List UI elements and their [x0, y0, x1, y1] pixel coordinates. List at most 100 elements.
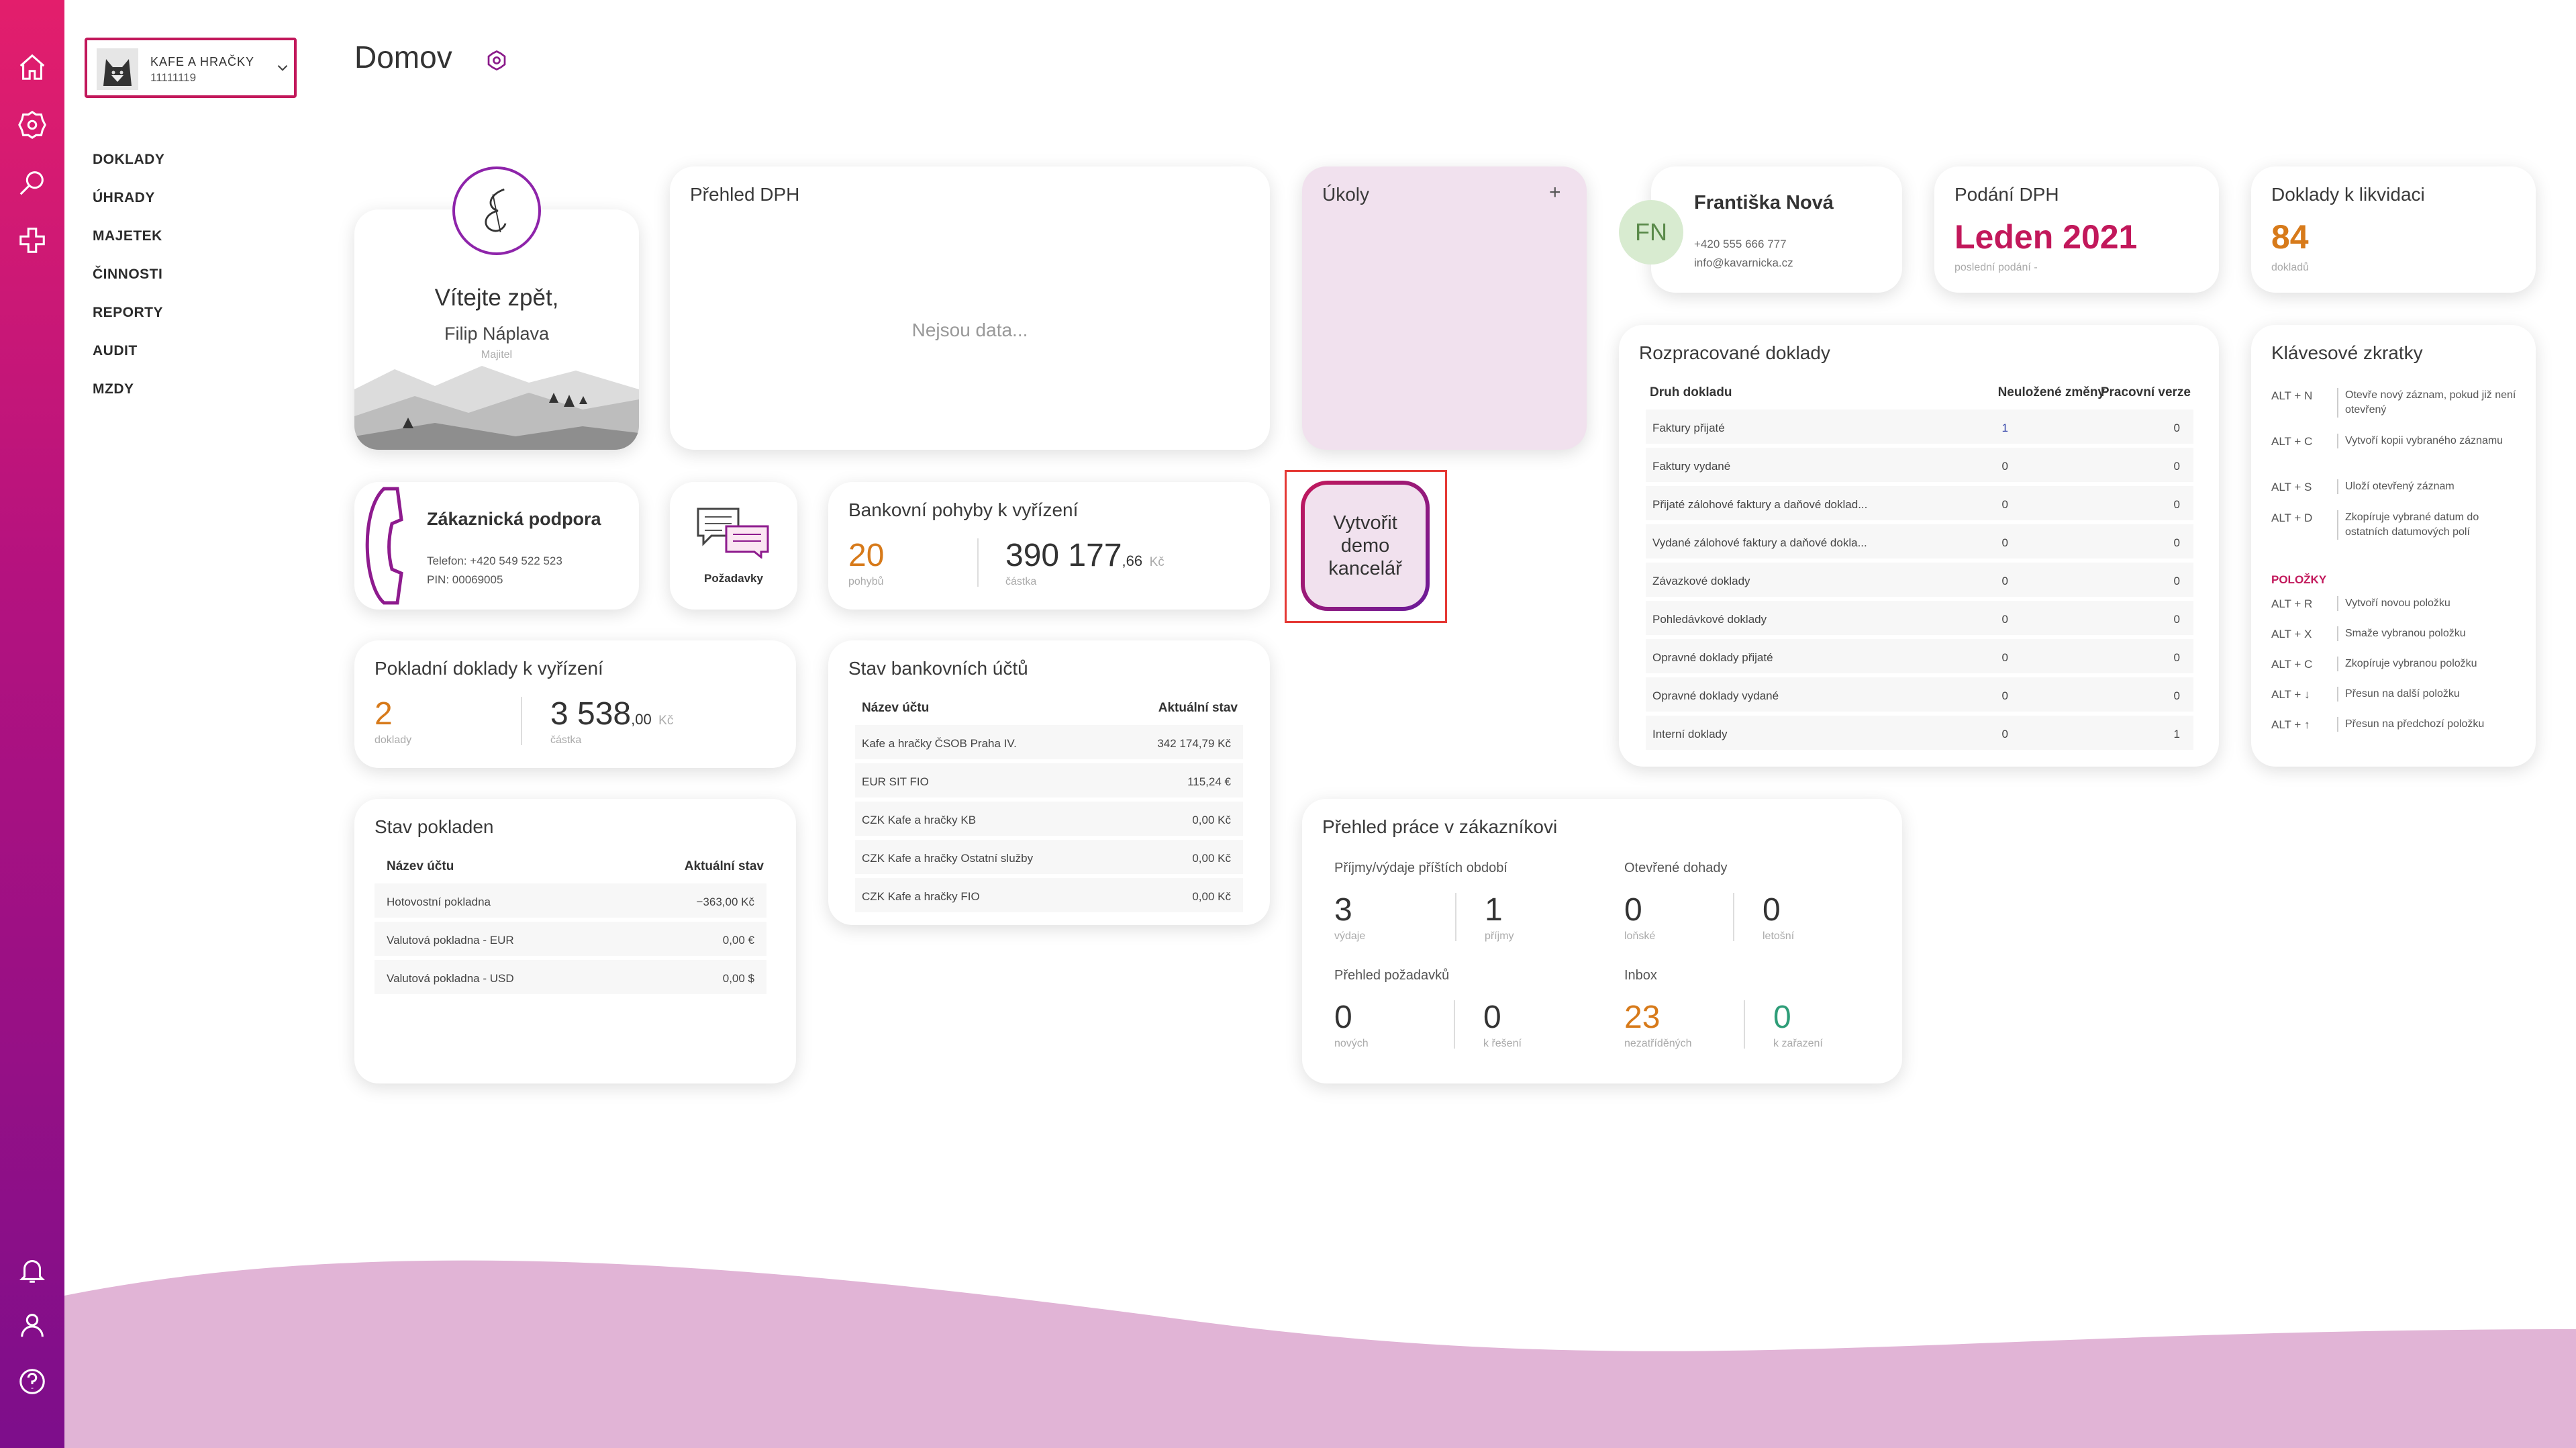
- contact-avatar: FN: [1619, 200, 1683, 264]
- in-progress-row[interactable]: Interní doklady 0 1: [1646, 716, 2193, 752]
- user-icon[interactable]: [16, 1309, 48, 1341]
- cash-docs-count: 2: [375, 696, 393, 732]
- cash-register-row[interactable]: Valutová pokladna - USD 0,00 $: [375, 960, 766, 996]
- cell: 0: [2001, 728, 2008, 740]
- plus-icon[interactable]: [16, 224, 48, 256]
- menu-item-audit[interactable]: AUDIT: [93, 343, 138, 358]
- in-progress-row[interactable]: Pohledávkové doklady 0 0: [1646, 601, 2193, 637]
- wo-g3-b-label: k řešení: [1483, 1038, 1522, 1049]
- menu-item-doklady[interactable]: DOKLADY: [93, 152, 165, 167]
- wo-g2-b-label: letošní: [1763, 930, 1795, 942]
- background-wave: [64, 1260, 2576, 1448]
- cell: 0,00 Kč: [1192, 890, 1231, 903]
- cell: 115,24 €: [1187, 775, 1231, 788]
- cell: Vydané zálohové faktury a daňové dokla..…: [1652, 536, 1867, 549]
- in-progress-row[interactable]: Opravné doklady vydané 0 0: [1646, 677, 2193, 714]
- tasks-title: Úkoly: [1322, 184, 1370, 205]
- shortcut-key: ALT + S: [2271, 481, 2312, 493]
- cell: 0: [2001, 498, 2008, 511]
- shortcuts-section-items: POLOŽKY: [2271, 573, 2327, 586]
- work-overview-title: Přehled práce v zákazníkovi: [1322, 816, 1558, 837]
- menu-item-reporty[interactable]: REPORTY: [93, 305, 164, 320]
- shortcut-key: ALT + ↑: [2271, 718, 2310, 731]
- cash-register-row[interactable]: Hotovostní pokladna −363,00 Kč: [375, 883, 766, 920]
- liquidation-value: 84: [2271, 218, 2309, 256]
- shortcut-description: Vytvoří novou položku: [2337, 596, 2518, 611]
- dph-filing-value: Leden 2021: [1954, 218, 2138, 256]
- in-progress-row[interactable]: Faktury vydané 0 0: [1646, 448, 2193, 484]
- wo-g1-title: Příjmy/výdaje příštích období: [1334, 861, 1507, 875]
- wo-g3-a: 0: [1334, 1000, 1352, 1035]
- bank-account-row[interactable]: CZK Kafe a hračky KB 0,00 Kč: [855, 802, 1243, 838]
- bank-account-row[interactable]: EUR SIT FIO 115,24 €: [855, 763, 1243, 800]
- ba-header-balance: Aktuální stav: [1158, 701, 1238, 715]
- shortcut-key: ALT + C: [2271, 435, 2313, 448]
- bank-moves-amount: 390 177,66 Kč: [1005, 538, 1165, 573]
- shortcut-description: Přesun na předchozí položku: [2337, 717, 2518, 732]
- shortcut-key: ALT + X: [2271, 628, 2312, 640]
- menu-item-uhrady[interactable]: ÚHRADY: [93, 190, 155, 205]
- cell: Faktury přijaté: [1652, 422, 1725, 434]
- cell: 0: [2001, 613, 2008, 626]
- cell: 0: [2173, 460, 2180, 473]
- shortcut-key: ALT + C: [2271, 658, 2313, 671]
- cell: CZK Kafe a hračky Ostatní služby: [862, 852, 1034, 865]
- cell: Pohledávkové doklady: [1652, 613, 1767, 626]
- wo-g4-title: Inbox: [1624, 968, 1657, 983]
- search-icon[interactable]: [16, 166, 48, 199]
- in-progress-row[interactable]: Opravné doklady přijaté 0 0: [1646, 639, 2193, 675]
- in-progress-row[interactable]: Vydané zálohové faktury a daňové dokla..…: [1646, 524, 2193, 561]
- bank-accounts-card: Stav bankovních účtů Název účtu Aktuální…: [828, 640, 1270, 925]
- in-progress-row[interactable]: Faktury přijaté 1 0: [1646, 409, 2193, 446]
- cash-state-card: Stav pokladen Název účtu Aktuální stav H…: [354, 799, 796, 1083]
- wo-g4-b-label: k zařazení: [1773, 1038, 1823, 1049]
- signature-avatar: [452, 166, 541, 255]
- cell: 0: [2173, 689, 2180, 702]
- bank-moves-card: Bankovní pohyby k vyřízení 20 pohybů 390…: [828, 482, 1270, 610]
- cell: 342 174,79 Kč: [1157, 737, 1231, 750]
- company-selector[interactable]: KAFE A HRAČKY 11111119: [85, 38, 297, 98]
- support-title: Zákaznická podpora: [427, 509, 601, 529]
- home-icon[interactable]: [16, 51, 48, 83]
- dashboard-settings-icon[interactable]: [485, 48, 509, 73]
- cell: Valutová pokladna - USD: [387, 972, 514, 985]
- menu-item-cinnosti[interactable]: ČINNOSTI: [93, 267, 163, 282]
- contact-email[interactable]: info@kavarnicka.cz: [1694, 256, 1793, 269]
- cash-docs-card: Pokladní doklady k vyřízení 2 doklady 3 …: [354, 640, 796, 768]
- requests-card[interactable]: Požadavky: [670, 482, 797, 610]
- cell: EUR SIT FIO: [862, 775, 929, 788]
- phone-icon: [365, 487, 403, 605]
- user-role: Majitel: [481, 349, 513, 360]
- menu-item-majetek[interactable]: MAJETEK: [93, 228, 162, 244]
- bank-account-row[interactable]: CZK Kafe a hračky Ostatní služby 0,00 Kč: [855, 840, 1243, 876]
- in-progress-row[interactable]: Závazkové doklady 0 0: [1646, 563, 2193, 599]
- wo-g4-a-label: nezatříděných: [1624, 1038, 1692, 1049]
- col-header-draft: Pracovní verze: [2100, 385, 2191, 399]
- page-title: Domov: [354, 40, 452, 75]
- cell: 0: [2173, 498, 2180, 511]
- wo-g2-a: 0: [1624, 892, 1642, 928]
- cell: 0: [2001, 651, 2008, 664]
- shortcut-description: Vytvoří kopii vybraného záznamu: [2337, 434, 2518, 448]
- in-progress-row[interactable]: Přijaté zálohové faktury a daňové doklad…: [1646, 486, 2193, 522]
- cash-docs-amount-label: částka: [550, 734, 582, 746]
- bank-account-row[interactable]: CZK Kafe a hračky FIO 0,00 Kč: [855, 878, 1243, 914]
- cell: 1: [2173, 728, 2180, 740]
- create-demo-office-button[interactable]: Vytvořit demo kancelář: [1301, 481, 1430, 611]
- dph-overview-card: Přehled DPH Nejsou data...: [670, 166, 1270, 450]
- wo-g2-title: Otevřené dohady: [1624, 861, 1728, 875]
- cash-register-row[interactable]: Valutová pokladna - EUR 0,00 €: [375, 922, 766, 958]
- bank-account-row[interactable]: Kafe a hračky ČSOB Praha IV. 342 174,79 K…: [855, 725, 1243, 761]
- settings-icon[interactable]: [16, 109, 48, 141]
- bank-moves-title: Bankovní pohyby k vyřízení: [848, 499, 1079, 520]
- add-task-button[interactable]: +: [1549, 181, 1561, 203]
- bell-icon[interactable]: [16, 1254, 48, 1286]
- menu-item-mzdy[interactable]: MZDY: [93, 381, 134, 397]
- in-progress-card: Rozpracované doklady Druh dokladu Neulož…: [1619, 325, 2219, 767]
- help-icon[interactable]: [16, 1365, 48, 1398]
- dph-filing-sub: poslední podání -: [1954, 262, 2038, 273]
- cell: Opravné doklady vydané: [1652, 689, 1779, 702]
- dph-overview-title: Přehled DPH: [690, 184, 800, 205]
- cell: Kafe a hračky ČSOB Praha IV.: [862, 737, 1017, 750]
- cell: Opravné doklady přijaté: [1652, 651, 1773, 664]
